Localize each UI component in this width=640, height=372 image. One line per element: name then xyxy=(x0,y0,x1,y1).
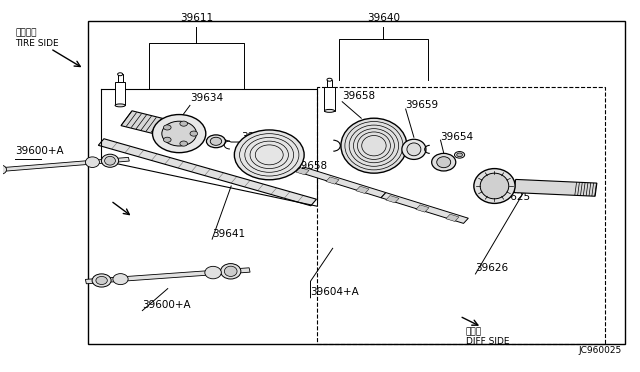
Ellipse shape xyxy=(436,157,451,168)
Bar xyxy=(327,80,332,87)
Ellipse shape xyxy=(115,104,125,107)
Text: 39634: 39634 xyxy=(190,93,223,103)
Polygon shape xyxy=(99,139,316,206)
Bar xyxy=(416,205,429,212)
Ellipse shape xyxy=(205,266,221,279)
Polygon shape xyxy=(381,193,468,224)
Bar xyxy=(386,196,399,203)
Ellipse shape xyxy=(101,154,118,167)
Ellipse shape xyxy=(104,156,115,165)
Ellipse shape xyxy=(474,169,515,203)
Ellipse shape xyxy=(163,125,171,130)
Text: タイヤ側
TIRE SIDE: タイヤ側 TIRE SIDE xyxy=(15,28,59,48)
Text: 39641: 39641 xyxy=(212,229,245,238)
Ellipse shape xyxy=(152,115,206,153)
Ellipse shape xyxy=(92,274,111,287)
Bar xyxy=(115,81,125,105)
Text: 39611: 39611 xyxy=(180,13,213,23)
Ellipse shape xyxy=(402,139,426,160)
Bar xyxy=(317,87,605,344)
Ellipse shape xyxy=(341,118,407,173)
Ellipse shape xyxy=(211,137,221,145)
Ellipse shape xyxy=(162,121,196,146)
Text: 39604+A: 39604+A xyxy=(310,287,359,297)
Ellipse shape xyxy=(180,121,188,126)
Text: デフ側
DIFF SIDE: デフ側 DIFF SIDE xyxy=(466,327,509,346)
Bar xyxy=(326,177,339,184)
Bar xyxy=(88,21,625,344)
Polygon shape xyxy=(299,167,386,198)
Ellipse shape xyxy=(324,109,335,112)
Text: 39659: 39659 xyxy=(406,100,439,110)
Text: 39626: 39626 xyxy=(476,263,509,273)
Ellipse shape xyxy=(225,266,237,276)
Bar xyxy=(446,214,459,221)
Bar xyxy=(356,186,369,193)
Text: 39654: 39654 xyxy=(440,132,474,141)
Ellipse shape xyxy=(118,73,123,76)
Ellipse shape xyxy=(163,137,171,142)
Ellipse shape xyxy=(457,153,463,157)
Ellipse shape xyxy=(327,78,332,81)
Text: 39658: 39658 xyxy=(342,91,375,101)
Polygon shape xyxy=(121,111,177,137)
Ellipse shape xyxy=(480,173,509,199)
Text: 39658R: 39658R xyxy=(241,132,281,141)
Ellipse shape xyxy=(431,153,456,171)
Ellipse shape xyxy=(113,274,128,285)
Text: 39658: 39658 xyxy=(294,161,328,171)
Ellipse shape xyxy=(407,143,421,156)
Polygon shape xyxy=(85,268,250,284)
Ellipse shape xyxy=(234,130,304,180)
Text: 39625: 39625 xyxy=(498,192,531,202)
Ellipse shape xyxy=(454,151,465,158)
Bar xyxy=(324,87,335,111)
Text: 39600+A: 39600+A xyxy=(15,146,64,156)
Bar xyxy=(118,74,123,81)
Text: 39640: 39640 xyxy=(367,13,400,23)
Ellipse shape xyxy=(221,264,241,279)
Ellipse shape xyxy=(96,276,108,285)
Polygon shape xyxy=(514,179,597,196)
Ellipse shape xyxy=(207,135,225,148)
Ellipse shape xyxy=(180,141,188,146)
Bar xyxy=(296,167,309,175)
Text: JC960025: JC960025 xyxy=(578,346,621,355)
Text: 39600+A: 39600+A xyxy=(142,300,191,310)
Ellipse shape xyxy=(85,157,99,167)
Ellipse shape xyxy=(0,165,6,174)
Polygon shape xyxy=(0,157,129,174)
Ellipse shape xyxy=(190,131,198,136)
